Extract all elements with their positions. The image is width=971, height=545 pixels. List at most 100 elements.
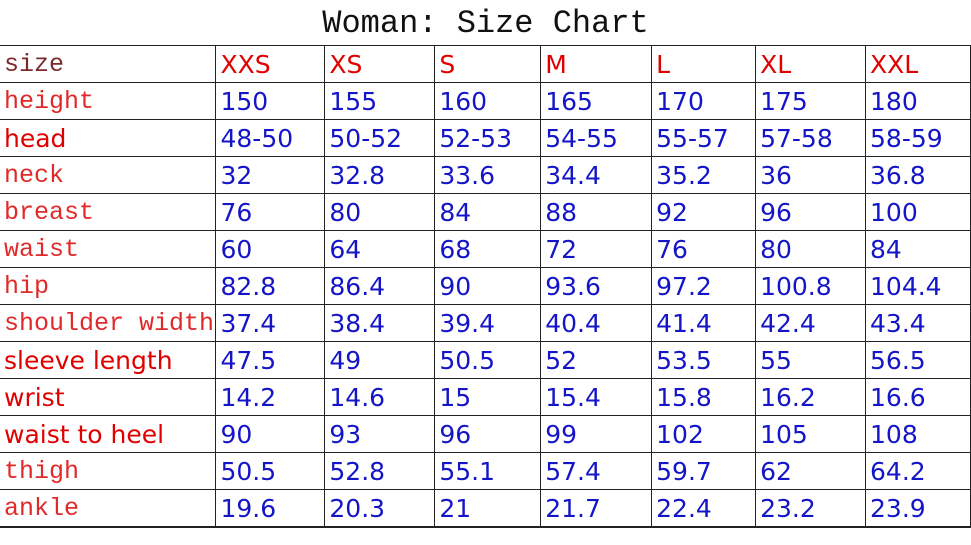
value-cell: 60: [215, 230, 326, 268]
value-cell: 92: [651, 193, 757, 231]
value-cell: 64.2: [865, 452, 971, 490]
value-cell: 80: [324, 193, 436, 231]
value-cell: 97.2: [651, 267, 757, 305]
value-cell: 90: [215, 415, 326, 453]
value-cell: 37.4: [215, 304, 326, 342]
value-cell: 50.5: [434, 341, 542, 379]
value-cell: 14.6: [324, 378, 436, 416]
table-row: waist to heel 90 93 96 99 102 105 108: [0, 415, 971, 453]
page-title: Woman: Size Chart: [322, 5, 649, 42]
value-cell: 38.4: [324, 304, 436, 342]
value-cell: 21: [434, 489, 542, 528]
row-label: sleeve length: [0, 341, 217, 379]
table-row: waist 60 64 68 72 76 80 84: [0, 230, 971, 268]
row-label: size: [0, 45, 217, 83]
value-cell: 100: [865, 193, 971, 231]
value-cell: 84: [865, 230, 971, 268]
value-cell: 108: [865, 415, 971, 453]
value-cell: 57.4: [540, 452, 653, 490]
row-label: shoulder width: [0, 304, 217, 342]
value-cell: 68: [434, 230, 542, 268]
value-cell: 16.2: [755, 378, 867, 416]
value-cell: 55-57: [651, 119, 757, 157]
row-label: head: [0, 119, 217, 157]
row-label: waist to heel: [0, 415, 217, 453]
value-cell: 160: [434, 82, 542, 120]
size-header-cell: XL: [755, 45, 867, 83]
value-cell: 33.6: [434, 156, 542, 194]
value-cell: 165: [540, 82, 653, 120]
value-cell: 23.2: [755, 489, 867, 528]
header-row: size XXS XS S M L XL XXL: [0, 45, 971, 83]
table-row: wrist 14.2 14.6 15 15.4 15.8 16.2 16.6: [0, 378, 971, 416]
value-cell: 52.8: [324, 452, 436, 490]
value-cell: 39.4: [434, 304, 542, 342]
value-cell: 76: [651, 230, 757, 268]
value-cell: 53.5: [651, 341, 757, 379]
value-cell: 41.4: [651, 304, 757, 342]
value-cell: 155: [324, 82, 436, 120]
value-cell: 36.8: [865, 156, 971, 194]
value-cell: 102: [651, 415, 757, 453]
value-cell: 23.9: [865, 489, 971, 528]
value-cell: 76: [215, 193, 326, 231]
value-cell: 57-58: [755, 119, 867, 157]
value-cell: 48-50: [215, 119, 326, 157]
value-cell: 34.4: [540, 156, 653, 194]
value-cell: 99: [540, 415, 653, 453]
table-row: shoulder width 37.4 38.4 39.4 40.4 41.4 42.4 43…: [0, 304, 971, 342]
value-cell: 96: [434, 415, 542, 453]
value-cell: 32: [215, 156, 326, 194]
value-cell: 55.1: [434, 452, 542, 490]
value-cell: 40.4: [540, 304, 653, 342]
value-cell: 93.6: [540, 267, 653, 305]
table-row: sleeve length 47.5 49 50.5 52 53.5 55 56.5: [0, 341, 971, 379]
row-label: thigh: [0, 452, 217, 490]
value-cell: 180: [865, 82, 971, 120]
value-cell: 15.8: [651, 378, 757, 416]
value-cell: 84: [434, 193, 542, 231]
row-label: hip: [0, 267, 217, 305]
size-chart-table: size XXS XS S M L XL XXL height 150 155 160 165 170 17…: [0, 45, 971, 528]
value-cell: 56.5: [865, 341, 971, 379]
value-cell: 64: [324, 230, 436, 268]
row-label: wrist: [0, 378, 217, 416]
value-cell: 52: [540, 341, 653, 379]
value-cell: 104.4: [865, 267, 971, 305]
value-cell: 170: [651, 82, 757, 120]
value-cell: 58-59: [865, 119, 971, 157]
table-row: height 150 155 160 165 170 175 180: [0, 82, 971, 120]
value-cell: 50-52: [324, 119, 436, 157]
value-cell: 22.4: [651, 489, 757, 528]
value-cell: 19.6: [215, 489, 326, 528]
value-cell: 50.5: [215, 452, 326, 490]
size-header-cell: XS: [324, 45, 436, 83]
table-row: ankle 19.6 20.3 21 21.7 22.4 23.2 23.9: [0, 489, 971, 528]
value-cell: 90: [434, 267, 542, 305]
value-cell: 42.4: [755, 304, 867, 342]
value-cell: 49: [324, 341, 436, 379]
row-label: waist: [0, 230, 217, 268]
size-header-cell: M: [540, 45, 653, 83]
table-row: neck 32 32.8 33.6 34.4 35.2 36 36.8: [0, 156, 971, 194]
value-cell: 20.3: [324, 489, 436, 528]
value-cell: 72: [540, 230, 653, 268]
value-cell: 80: [755, 230, 867, 268]
value-cell: 14.2: [215, 378, 326, 416]
value-cell: 59.7: [651, 452, 757, 490]
value-cell: 55: [755, 341, 867, 379]
value-cell: 35.2: [651, 156, 757, 194]
row-label: ankle: [0, 489, 217, 528]
value-cell: 15.4: [540, 378, 653, 416]
size-header-cell: S: [434, 45, 542, 83]
row-label: neck: [0, 156, 217, 194]
table-row: head 48-50 50-52 52-53 54-55 55-57 57-58 58-59: [0, 119, 971, 157]
value-cell: 88: [540, 193, 653, 231]
value-cell: 36: [755, 156, 867, 194]
value-cell: 52-53: [434, 119, 542, 157]
table-row: thigh 50.5 52.8 55.1 57.4 59.7 62 64.2: [0, 452, 971, 490]
value-cell: 32.8: [324, 156, 436, 194]
value-cell: 96: [755, 193, 867, 231]
value-cell: 54-55: [540, 119, 653, 157]
value-cell: 93: [324, 415, 436, 453]
